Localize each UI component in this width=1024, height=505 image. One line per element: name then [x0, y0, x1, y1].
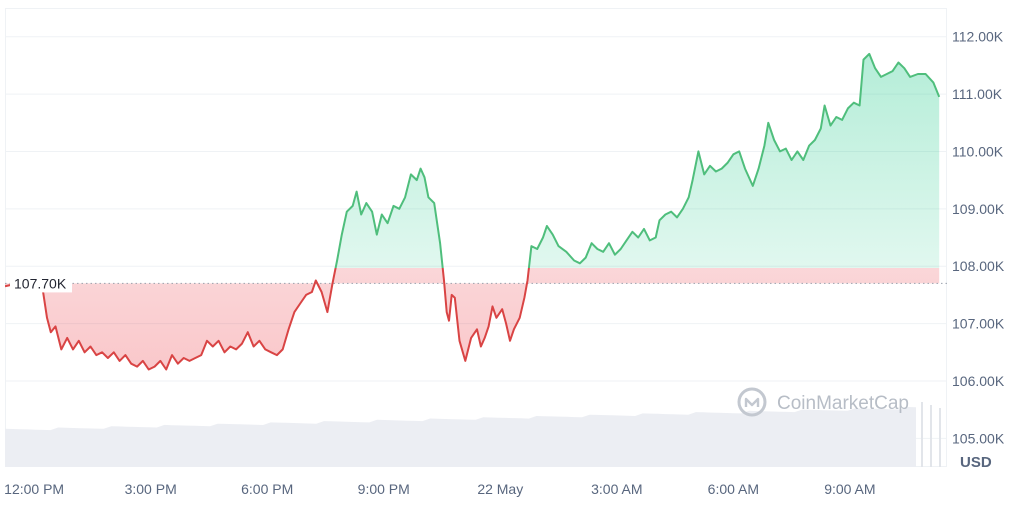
currency-label: USD [960, 454, 992, 471]
y-tick-label: 105.00K [952, 430, 1005, 446]
x-tick-label: 9:00 AM [824, 481, 875, 497]
y-tick-label: 108.00K [952, 258, 1005, 274]
y-tick-label: 111.00K [952, 86, 1003, 102]
price-area-above [335, 53, 940, 268]
y-tick-label: 112.00K [952, 29, 1004, 45]
coinmarketcap-logo-icon [737, 387, 767, 417]
price-area-fills [5, 53, 940, 370]
volume-bars [5, 402, 941, 467]
x-tick-label: 6:00 PM [241, 481, 293, 497]
reference-label-bg [10, 273, 72, 293]
watermark-text: CoinMarketCap [777, 393, 909, 414]
y-tick-label: 106.00K [952, 373, 1005, 389]
x-axis: 12:00 PM 3:00 PM 6:00 PM 9:00 PM 22 May 3:00 … [4, 481, 875, 497]
reference-price-marker: 107.70K [10, 273, 72, 293]
x-tick-label: 6:00 AM [708, 481, 759, 497]
price-line-down [5, 268, 530, 371]
x-tick-label: 12:00 PM [4, 481, 64, 497]
volume-bar [930, 405, 932, 467]
y-tick-label: 107.00K [952, 316, 1005, 332]
volume-area [5, 407, 916, 467]
price-line-up [334, 52, 941, 268]
volume-bar [939, 408, 941, 467]
x-tick-label: 9:00 PM [358, 481, 410, 497]
volume-bar [921, 402, 923, 467]
x-tick-label: 3:00 AM [591, 481, 642, 497]
y-axis: 112.00K 111.00K 110.00K 109.00K 108.00K 107.0… [952, 29, 1005, 447]
y-tick-label: 109.00K [952, 201, 1005, 217]
x-tick-label: 22 May [477, 481, 523, 497]
price-lines [5, 52, 941, 371]
x-tick-label: 3:00 PM [125, 481, 177, 497]
y-tick-label: 110.00K [952, 143, 1004, 159]
price-area-below [5, 268, 940, 370]
coinmarketcap-watermark: CoinMarketCap [737, 387, 909, 417]
reference-price-label: 107.70K [14, 275, 67, 291]
